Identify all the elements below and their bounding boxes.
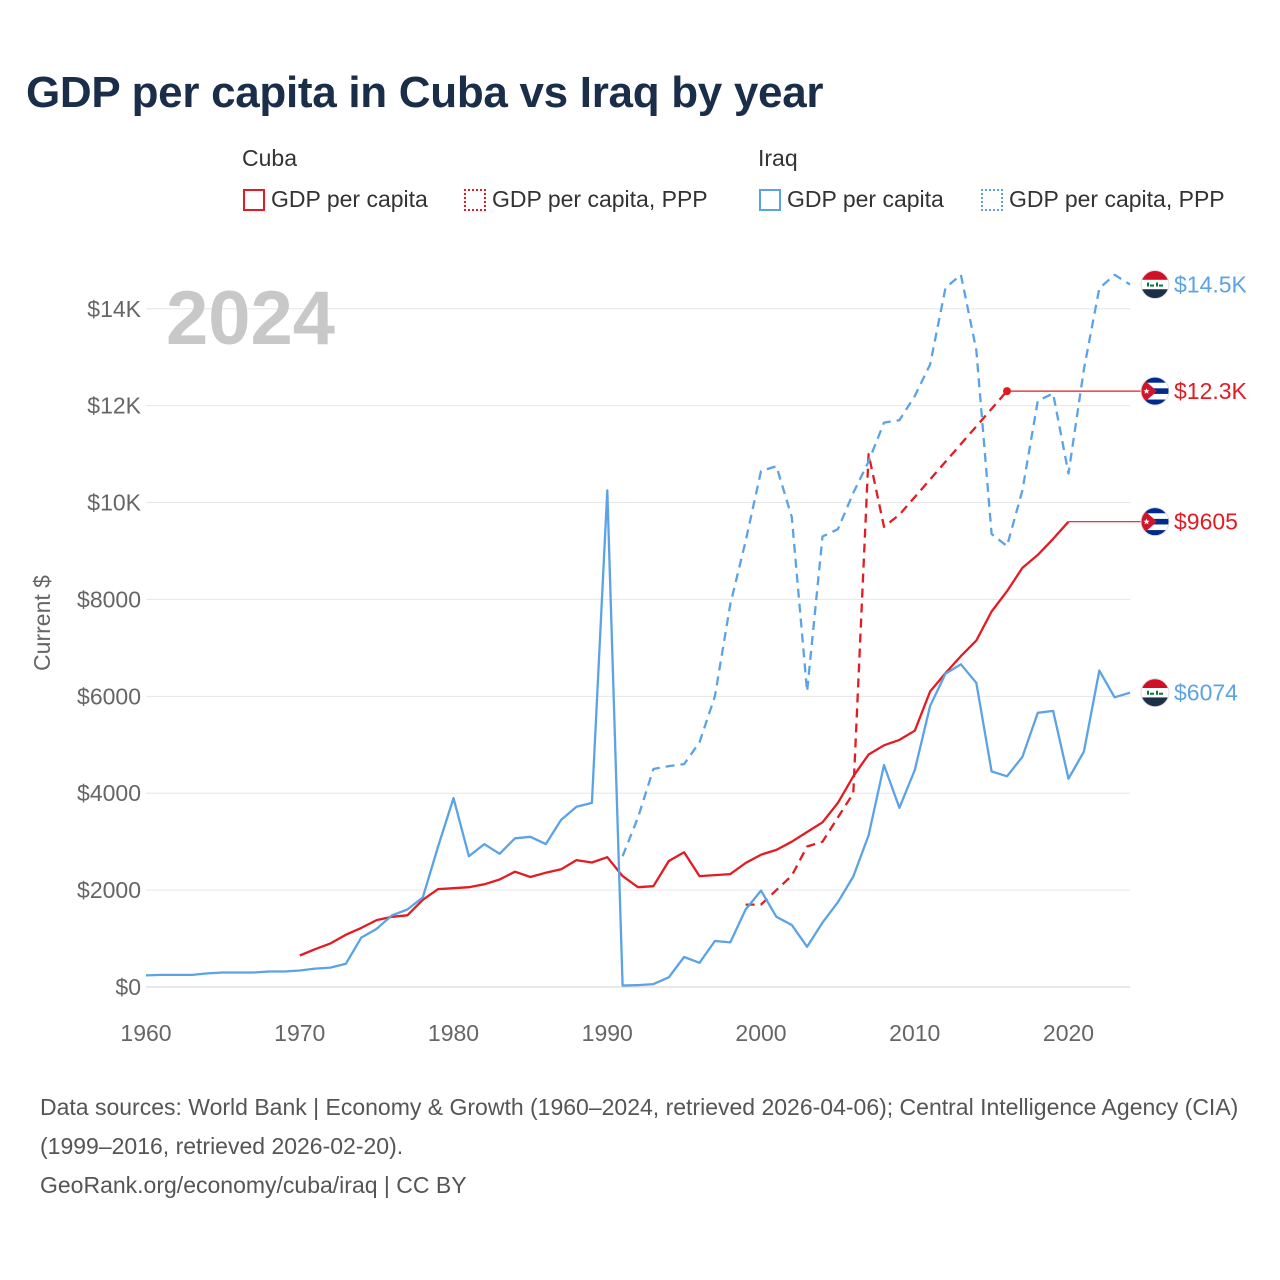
cuba-flag-icon (1141, 377, 1169, 405)
line-chart: 2024 $0$2000$4000$6000$8000$10K$12K$14K … (29, 0, 1248, 1046)
legend-label: GDP per capita (787, 186, 944, 212)
x-tick-label: 1970 (274, 1020, 325, 1046)
year-watermark: 2024 (166, 276, 335, 361)
legend-group-iraq: Iraq (758, 145, 798, 171)
series-end-label: $12.3K (1174, 378, 1248, 404)
iraq-flag-icon (1141, 271, 1169, 299)
legend-swatch-dotted (464, 188, 486, 211)
y-tick-label: $6000 (77, 683, 141, 709)
cuba-flag-icon (1141, 508, 1169, 536)
series-lines (145, 273, 1142, 987)
legend-swatch-solid (759, 188, 781, 211)
legend-item-cuba-ppp[interactable]: GDP per capita, PPP (464, 186, 708, 213)
y-tick-label: $14K (87, 296, 141, 322)
footer: Data sources: World Bank | Economy & Gro… (40, 1088, 1240, 1205)
series-end-label: $9605 (1174, 509, 1238, 535)
gridlines (146, 308, 1130, 988)
legend-label: GDP per capita (271, 186, 428, 212)
series-end-label: $6074 (1174, 680, 1238, 706)
y-tick-label: $8000 (77, 586, 141, 612)
x-tick-label: 2020 (1043, 1020, 1094, 1046)
iraq-flag-icon (1141, 679, 1169, 707)
legend-label: GDP per capita, PPP (492, 186, 708, 212)
y-tick-label: $12K (87, 393, 141, 419)
series-end-label: $14.5K (1174, 272, 1248, 298)
series-line-1 (745, 390, 1008, 906)
y-tick-label: $0 (115, 974, 141, 1000)
x-tick-label: 1990 (582, 1020, 633, 1046)
x-tick-label: 2010 (889, 1020, 940, 1046)
y-tick-label: $4000 (77, 780, 141, 806)
series-line-0 (299, 520, 1070, 957)
data-sources: Data sources: World Bank | Economy & Gro… (40, 1094, 1239, 1159)
y-axis-ticks: $0 $2000 $4000 $6000 $8000 $10K $12K $14K (77, 296, 142, 1000)
credit-line: GeoRank.org/economy/cuba/iraq | CC BY (40, 1172, 467, 1198)
series-end-dot-1 (1003, 387, 1011, 396)
y-axis-label: Current $ (29, 575, 55, 671)
y-tick-label: $2000 (77, 877, 141, 903)
legend-label: GDP per capita, PPP (1009, 186, 1225, 212)
legend-swatch-dotted (981, 188, 1003, 211)
legend-swatch-solid (243, 188, 265, 211)
legend-item-iraq-ppp[interactable]: GDP per capita, PPP (981, 186, 1225, 213)
chart-title: GDP per capita in Cuba vs Iraq by year (26, 68, 824, 117)
x-tick-label: 1960 (120, 1020, 171, 1046)
x-tick-label: 1980 (428, 1020, 479, 1046)
y-tick-label: $10K (87, 490, 141, 516)
x-axis-ticks: 1960 1970 1980 1990 2000 2010 2020 (120, 1020, 1094, 1046)
legend-item-cuba-gdp[interactable]: GDP per capita (243, 186, 428, 213)
end-labels: $9605 $12.3K $6074 $14.5K (1141, 271, 1248, 707)
series-line-3 (621, 273, 1131, 857)
x-tick-label: 2000 (735, 1020, 786, 1046)
legend-item-iraq-gdp[interactable]: GDP per capita (759, 186, 944, 213)
series-line-2 (145, 489, 1131, 987)
legend-group-cuba: Cuba (242, 145, 297, 171)
